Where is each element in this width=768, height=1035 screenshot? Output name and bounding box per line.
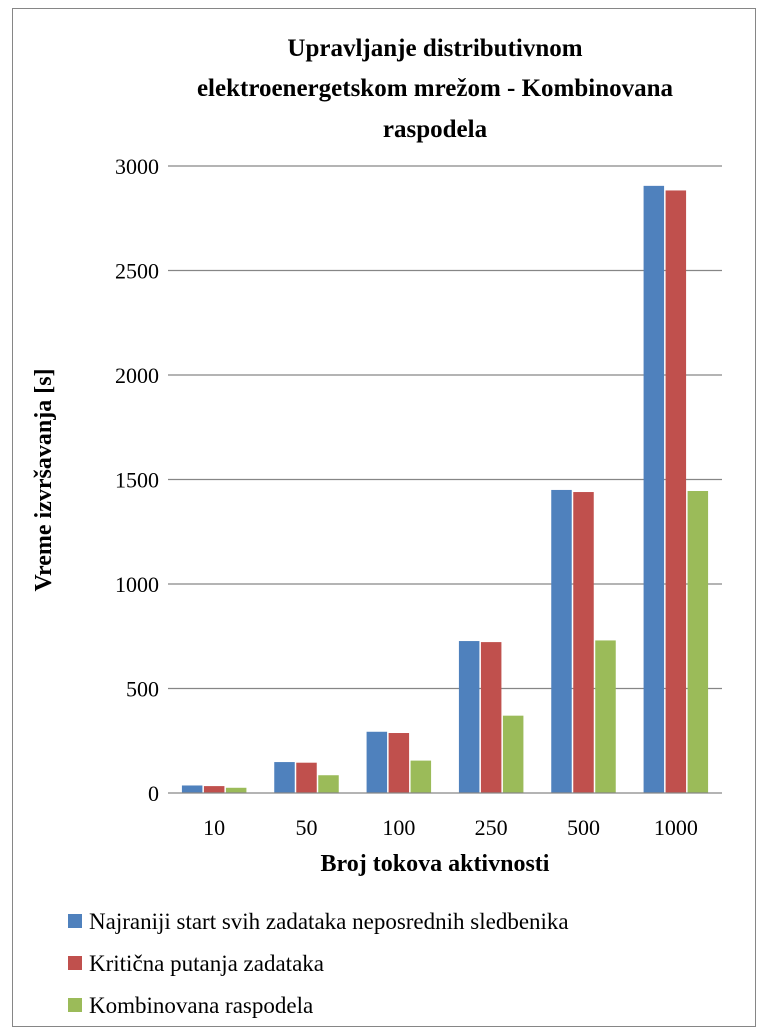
legend-swatch bbox=[68, 914, 82, 928]
x-tick-label: 1000 bbox=[654, 815, 698, 840]
legend: Najraniji start svih zadataka neposredni… bbox=[68, 909, 569, 1018]
bar bbox=[225, 787, 247, 793]
chart-frame bbox=[12, 8, 756, 1027]
chart-title-line-1: Upravljanje distributivnom bbox=[287, 35, 582, 62]
y-tick-label: 1000 bbox=[115, 572, 159, 597]
bar bbox=[296, 762, 317, 793]
bar bbox=[181, 785, 203, 793]
legend-swatch bbox=[68, 998, 82, 1012]
x-axis-title: Broj tokova aktivnosti bbox=[321, 851, 550, 877]
bar bbox=[274, 762, 295, 793]
bar bbox=[458, 641, 480, 793]
y-axis-title: Vreme izvršavanja [s] bbox=[31, 368, 57, 591]
y-tick-label: 2000 bbox=[115, 363, 159, 388]
chart-title: Upravljanje distributivnom elektroenerge… bbox=[197, 35, 674, 143]
bar bbox=[551, 489, 572, 793]
y-tick-label: 3000 bbox=[115, 154, 159, 179]
y-tick-label: 2500 bbox=[115, 259, 159, 284]
bar bbox=[480, 642, 502, 793]
chart-title-line-3: raspodela bbox=[383, 116, 488, 143]
y-tick-label: 1500 bbox=[115, 468, 159, 493]
bar bbox=[643, 185, 665, 794]
bar bbox=[687, 490, 709, 793]
bar bbox=[502, 715, 524, 793]
y-tick-label: 500 bbox=[126, 677, 159, 702]
bar bbox=[573, 492, 594, 793]
y-tick-label: 0 bbox=[148, 781, 159, 806]
bar bbox=[318, 775, 339, 793]
legend-label: Kritična putanja zadataka bbox=[89, 951, 324, 976]
bars bbox=[181, 185, 709, 794]
bar bbox=[665, 190, 687, 793]
x-tick-label: 10 bbox=[203, 815, 225, 840]
gridlines bbox=[168, 165, 722, 690]
bar bbox=[203, 786, 225, 793]
legend-swatch bbox=[68, 956, 82, 970]
legend-label: Kombinovana raspodela bbox=[89, 993, 313, 1018]
chart-title-line-2: elektroenergetskom mrežom - Kombinovana bbox=[197, 75, 674, 102]
bar bbox=[410, 760, 432, 793]
bar bbox=[595, 640, 616, 793]
bar bbox=[366, 731, 388, 793]
legend-label: Najraniji start svih zadataka neposredni… bbox=[89, 909, 569, 934]
x-tick-label: 50 bbox=[296, 815, 318, 840]
x-tick-label: 250 bbox=[475, 815, 508, 840]
x-axis-ticks: 10 50 100 250 500 1000 bbox=[203, 815, 698, 840]
x-tick-label: 500 bbox=[567, 815, 600, 840]
x-tick-label: 100 bbox=[382, 815, 415, 840]
y-axis-ticks: 0 500 1000 1500 2000 2500 3000 bbox=[115, 154, 159, 806]
bar bbox=[388, 733, 410, 793]
